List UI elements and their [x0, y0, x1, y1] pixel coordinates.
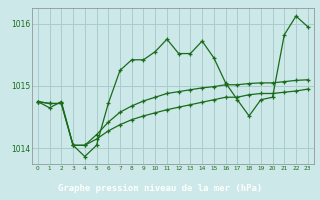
Text: Graphe pression niveau de la mer (hPa): Graphe pression niveau de la mer (hPa)	[58, 184, 262, 193]
